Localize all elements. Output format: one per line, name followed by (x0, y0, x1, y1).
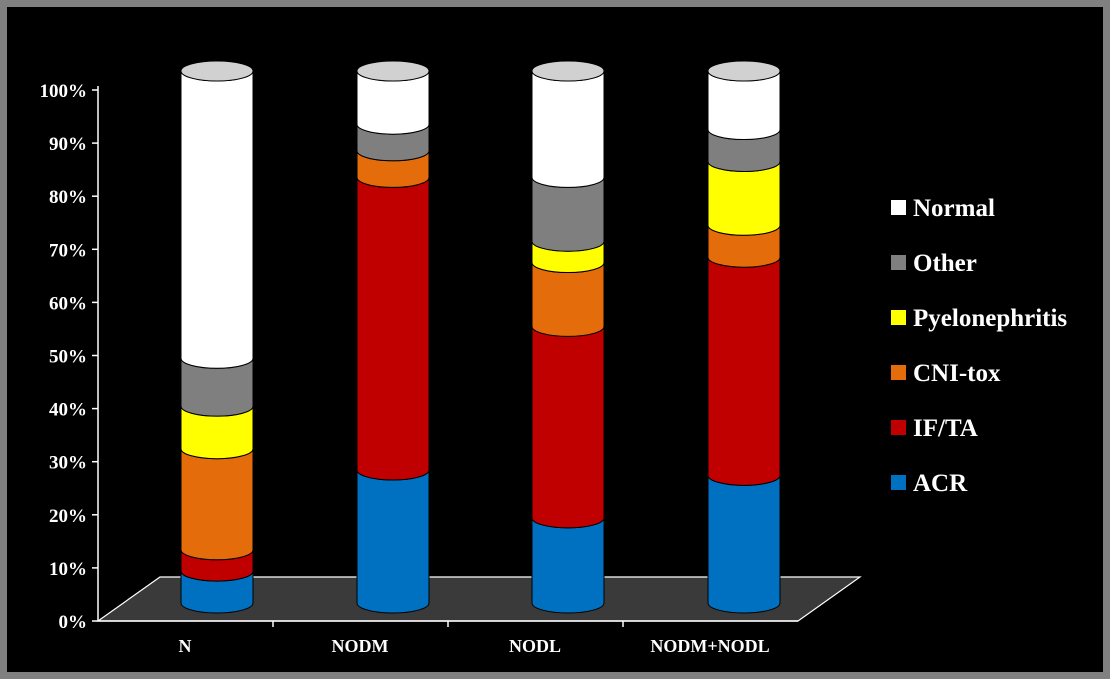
legend-swatch (891, 420, 906, 435)
y-tick-label: 90% (49, 134, 87, 155)
legend-swatch (891, 255, 906, 270)
bar-stack-nodm-nodl (707, 60, 781, 614)
bar-segment-cni-tox-n (180, 448, 254, 561)
bar-top-cap (180, 60, 254, 82)
y-tick-label: 70% (49, 240, 87, 261)
y-tick-label: 20% (49, 506, 87, 527)
bar-segment-cni-tox-nodl (531, 262, 605, 337)
y-tick-label: 10% (49, 559, 87, 580)
legend-swatch (891, 475, 906, 490)
legend-item-if-ta: IF/TA (891, 415, 978, 442)
bar-stack-n (180, 60, 254, 614)
legend-label: Normal (913, 195, 995, 222)
stacked-cylinder-chart: 0% 10% 20% 30% 40% 50% 60% 70% 80% 90% 100% N NODM NO… (40, 60, 1067, 656)
chart-frame: 0% 10% 20% 30% 40% 50% 60% 70% 80% 90% 100% N NODM NO… (7, 7, 1103, 672)
bar-segment-normal-n (180, 70, 254, 369)
bar-stack-nodm (356, 60, 430, 614)
y-tick-label: 50% (49, 347, 87, 368)
y-tick-label: 0% (59, 612, 88, 633)
legend-swatch (891, 365, 906, 380)
x-tick-label: NODM (332, 636, 389, 656)
legend-label: CNI-tox (913, 360, 1001, 387)
bar-segment-pyelonephritis-nodm-nodl (707, 161, 781, 236)
y-tick-label: 30% (49, 453, 87, 474)
x-tick-label: N (179, 636, 192, 656)
y-tick-label: 80% (49, 187, 87, 208)
bar-segment-if-ta-nodm-nodl (707, 257, 781, 486)
y-tick-label: 40% (49, 400, 87, 421)
legend-swatch (891, 200, 906, 215)
legend-label: IF/TA (913, 415, 978, 442)
legend-item-pyelonephritis: Pyelonephritis (891, 305, 1067, 332)
bar-top-cap (707, 60, 781, 82)
legend-item-acr: ACR (891, 470, 968, 497)
legend-label: ACR (913, 470, 968, 497)
legend-item-cni-tox: CNI-tox (891, 360, 1001, 387)
x-tick-label: NODL (509, 636, 561, 656)
legend-label: Pyelonephritis (913, 305, 1067, 332)
bar-segment-acr-nodl (531, 517, 605, 614)
bar-segment-acr-nodm (356, 469, 430, 614)
x-tick-label: NODM+NODL (650, 636, 769, 656)
legend-swatch (891, 310, 906, 325)
bar-top-cap (356, 60, 430, 82)
bar-segment-if-ta-nodm (356, 177, 430, 481)
bar-stack-nodl (531, 60, 605, 614)
bar-segment-if-ta-nodl (531, 326, 605, 529)
bar-segment-normal-nodl (531, 70, 605, 188)
y-tick-label: 60% (49, 293, 87, 314)
y-tick-label: 100% (40, 81, 88, 102)
legend-item-normal: Normal (891, 195, 995, 222)
legend-item-other: Other (891, 250, 977, 277)
bar-segment-acr-nodm-nodl (707, 475, 781, 614)
bar-top-cap (531, 60, 605, 82)
legend-label: Other (913, 250, 977, 277)
bar-segment-other-nodl (531, 177, 605, 252)
